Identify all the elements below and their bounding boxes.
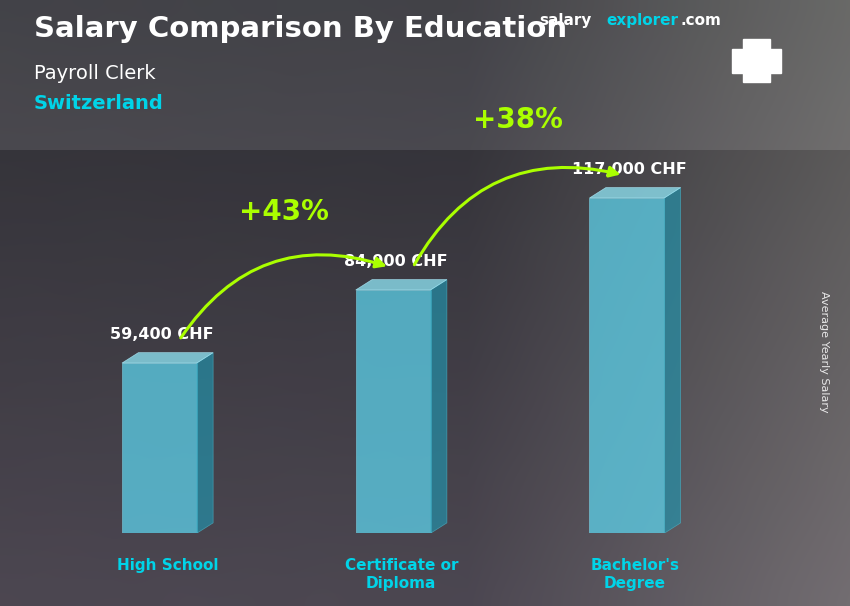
Text: .com: .com: [680, 13, 721, 28]
Text: Switzerland: Switzerland: [34, 94, 164, 113]
Polygon shape: [430, 279, 447, 533]
Text: Certificate or
Diploma: Certificate or Diploma: [344, 558, 458, 591]
Polygon shape: [355, 279, 447, 290]
Text: Average Yearly Salary: Average Yearly Salary: [819, 291, 829, 412]
Bar: [732, 48, 781, 73]
Text: 84,900 CHF: 84,900 CHF: [343, 254, 447, 269]
Text: +38%: +38%: [473, 105, 563, 133]
Polygon shape: [122, 353, 213, 363]
Text: Bachelor's
Degree: Bachelor's Degree: [591, 558, 679, 591]
Text: salary: salary: [540, 13, 592, 28]
Text: +43%: +43%: [240, 198, 329, 225]
Text: explorer: explorer: [606, 13, 678, 28]
Polygon shape: [590, 188, 681, 198]
Text: 59,400 CHF: 59,400 CHF: [110, 327, 213, 342]
Text: Payroll Clerk: Payroll Clerk: [34, 64, 156, 82]
Polygon shape: [664, 188, 681, 533]
Text: Salary Comparison By Education: Salary Comparison By Education: [34, 15, 567, 43]
Polygon shape: [590, 198, 664, 533]
Polygon shape: [355, 290, 430, 533]
Polygon shape: [196, 353, 213, 533]
Polygon shape: [122, 363, 196, 533]
Text: 117,000 CHF: 117,000 CHF: [572, 162, 687, 177]
Text: High School: High School: [116, 558, 218, 573]
Bar: [743, 39, 770, 82]
